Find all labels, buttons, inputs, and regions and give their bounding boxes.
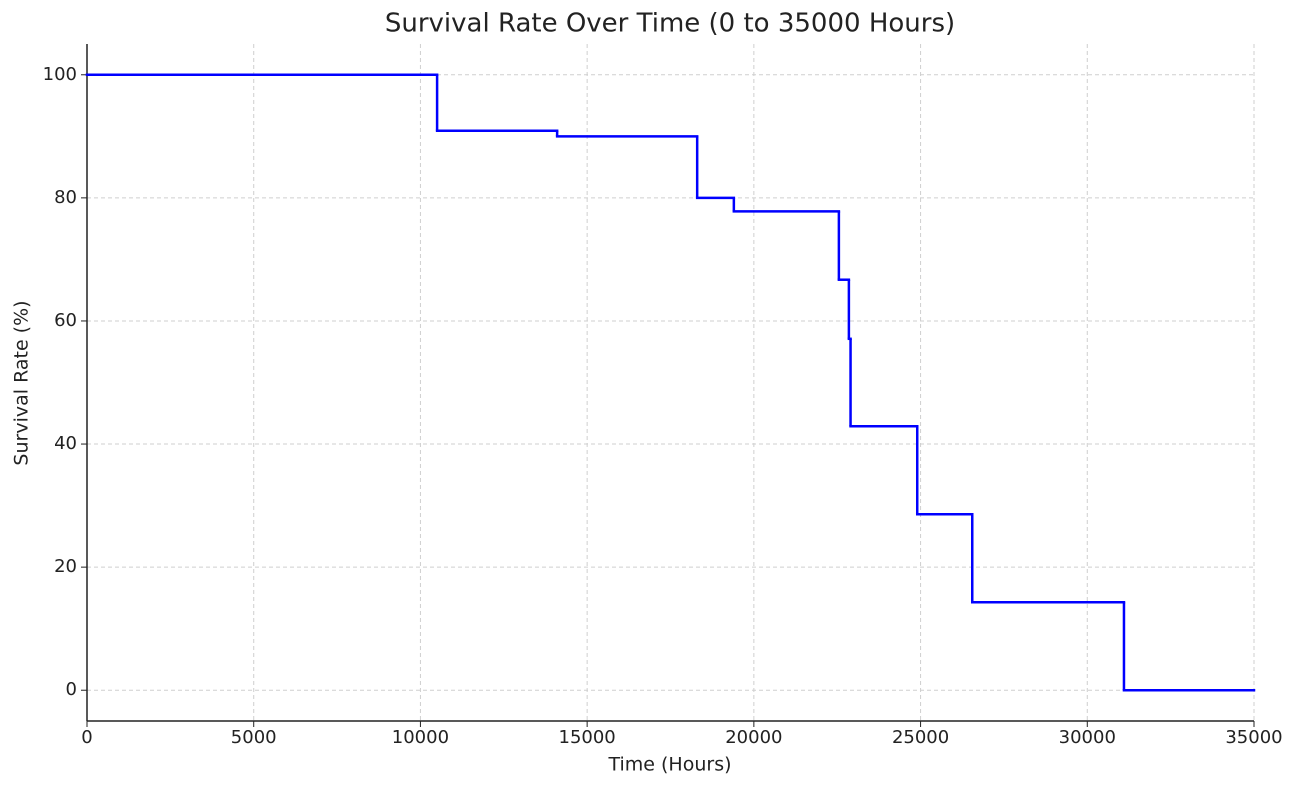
x-tick-label: 35000 [1225,727,1282,748]
y-tick-label: 0 [66,679,77,700]
x-tick-label: 15000 [559,727,616,748]
x-tick-label: 5000 [231,727,277,748]
y-tick-label: 100 [43,64,77,85]
x-tick-label: 20000 [725,727,782,748]
y-tick-label: 60 [54,310,77,331]
y-tick-label: 40 [54,433,77,454]
y-tick-label: 20 [54,556,77,577]
x-tick-label: 0 [81,727,92,748]
x-tick-label: 30000 [1059,727,1116,748]
x-tick-label: 25000 [892,727,949,748]
x-tick-label: 10000 [392,727,449,748]
chart-title: Survival Rate Over Time (0 to 35000 Hour… [385,9,955,39]
y-axis-label: Survival Rate (%) [11,300,33,465]
y-tick-label: 80 [54,187,77,208]
x-axis-label: Time (Hours) [607,754,731,776]
